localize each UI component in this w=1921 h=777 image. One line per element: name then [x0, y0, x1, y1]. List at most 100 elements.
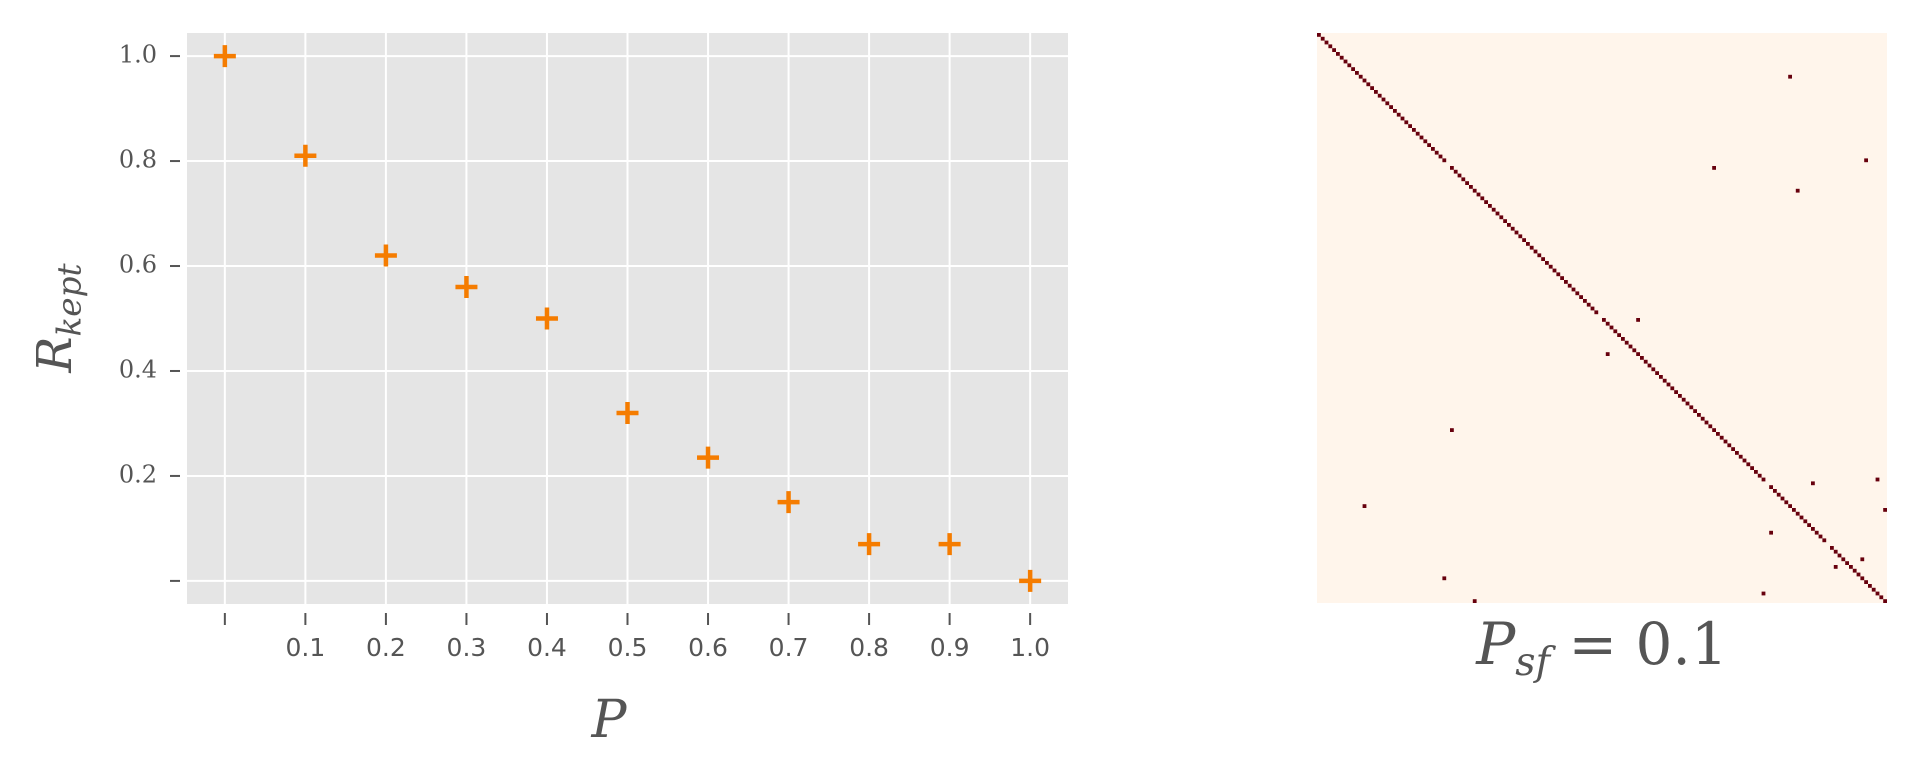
- matrix-cell: [1849, 565, 1853, 569]
- marker: [535, 307, 558, 330]
- matrix-cell: [1431, 147, 1435, 151]
- marker: [697, 446, 720, 469]
- matrix-cell: [1423, 139, 1428, 144]
- matrix-cell: [1883, 508, 1887, 512]
- matrix-cell: [1450, 428, 1454, 432]
- x-tick-label: 0.6: [688, 633, 728, 662]
- matrix-cell: [1533, 249, 1538, 254]
- matrix-cell: [1697, 413, 1701, 417]
- matrix-cell: [1875, 591, 1880, 596]
- x-tick-label: 0.7: [769, 633, 809, 662]
- matrix-cell: [1552, 268, 1557, 273]
- matrix-cell: [1503, 219, 1507, 223]
- matrix-cell: [1761, 591, 1766, 596]
- marker: [455, 276, 478, 299]
- matrix-cell: [1351, 67, 1355, 71]
- matrix-cell: [1442, 158, 1447, 163]
- marker: [777, 491, 800, 514]
- matrix-cell: [1400, 116, 1405, 121]
- matrix-cell: [1833, 549, 1838, 554]
- matrix-cell: [1708, 424, 1713, 429]
- matrix-cell: [1700, 416, 1705, 421]
- matrix-cell: [1355, 71, 1359, 75]
- matrix-cell: [1811, 481, 1815, 486]
- matrix-cell: [1818, 534, 1823, 539]
- matrix-cell: [1514, 230, 1519, 235]
- matrix-cell: [1575, 291, 1580, 296]
- matrix-cell: [1750, 466, 1754, 470]
- matrix-cell: [1377, 93, 1382, 98]
- matrix-cell: [1545, 261, 1549, 265]
- marker: [858, 533, 881, 556]
- matrix-cell: [1731, 447, 1735, 451]
- matrix-cell: [1484, 200, 1488, 204]
- matrix-cell: [1856, 572, 1861, 577]
- matrix-cell: [1814, 530, 1819, 535]
- matrix-cell: [1385, 101, 1390, 106]
- matrix-cell: [1738, 454, 1743, 459]
- matrix-cell: [1833, 565, 1838, 569]
- matrix-cell: [1408, 124, 1412, 128]
- matrix-label-base: P: [1475, 610, 1516, 678]
- matrix-cell: [1583, 299, 1587, 303]
- matrix-cell: [1776, 492, 1781, 497]
- matrix-cell: [1735, 451, 1739, 455]
- matrix-label-sub: sf: [1515, 639, 1556, 685]
- matrix-cell: [1450, 166, 1454, 170]
- marker: [1019, 569, 1042, 592]
- matrix-cell: [1427, 143, 1431, 147]
- matrix-cell: [1556, 272, 1561, 277]
- x-tick-label: 0.4: [527, 633, 567, 662]
- matrix-cell: [1480, 196, 1485, 201]
- marker: [374, 244, 397, 267]
- matrix-cell: [1438, 154, 1443, 159]
- matrix-cell: [1845, 561, 1849, 565]
- x-axis-label-base: P: [591, 690, 628, 750]
- matrix-cell: [1852, 568, 1857, 573]
- matrix-cell: [1727, 443, 1732, 448]
- matrix-cell: [1488, 204, 1492, 208]
- y-axis-label-sub: kept: [50, 263, 88, 337]
- matrix-cell: [1636, 352, 1640, 356]
- matrix-cell: [1624, 340, 1629, 345]
- matrix-cell: [1681, 397, 1686, 402]
- matrix-cell: [1328, 44, 1333, 49]
- matrix-cell: [1716, 432, 1720, 436]
- matrix-cell: [1769, 485, 1773, 489]
- matrix-cell: [1317, 33, 1321, 37]
- matrix-cell: [1336, 52, 1340, 56]
- matrix-cell: [1651, 367, 1656, 372]
- matrix-cell: [1685, 401, 1690, 406]
- matrix-cell: [1647, 363, 1652, 368]
- matrix-cell: [1883, 599, 1887, 603]
- y-tick-label: 0.4: [119, 355, 157, 383]
- matrix-cell: [1769, 530, 1773, 535]
- matrix-cell: [1537, 253, 1542, 258]
- matrix-cell: [1807, 523, 1811, 527]
- matrix-cell: [1871, 587, 1876, 592]
- matrix-cell: [1343, 59, 1348, 64]
- matrix-cell: [1366, 82, 1371, 87]
- x-tick-label: 0.9: [930, 633, 970, 662]
- matrix-cell: [1788, 74, 1792, 79]
- matrix-cell: [1811, 527, 1815, 531]
- marker: [294, 144, 317, 167]
- matrix-cell: [1605, 352, 1610, 356]
- matrix-cell: [1742, 458, 1747, 463]
- matrix-cell: [1332, 48, 1336, 52]
- matrix-cell: [1404, 120, 1409, 125]
- y-axis-label-base: R: [27, 336, 83, 373]
- y-tick-label: 0.6: [119, 251, 157, 279]
- matrix-cell: [1875, 477, 1880, 482]
- marker: [938, 533, 961, 556]
- matrix-cell: [1541, 257, 1545, 261]
- matrix-cell: [1719, 435, 1724, 440]
- matrix-cell: [1526, 242, 1530, 246]
- matrix-cell: [1723, 439, 1728, 444]
- marker: [616, 401, 639, 424]
- matrix-cell: [1571, 287, 1576, 292]
- matrix-cell: [1362, 78, 1367, 83]
- matrix-cell: [1754, 470, 1758, 474]
- matrix-cell: [1795, 188, 1800, 193]
